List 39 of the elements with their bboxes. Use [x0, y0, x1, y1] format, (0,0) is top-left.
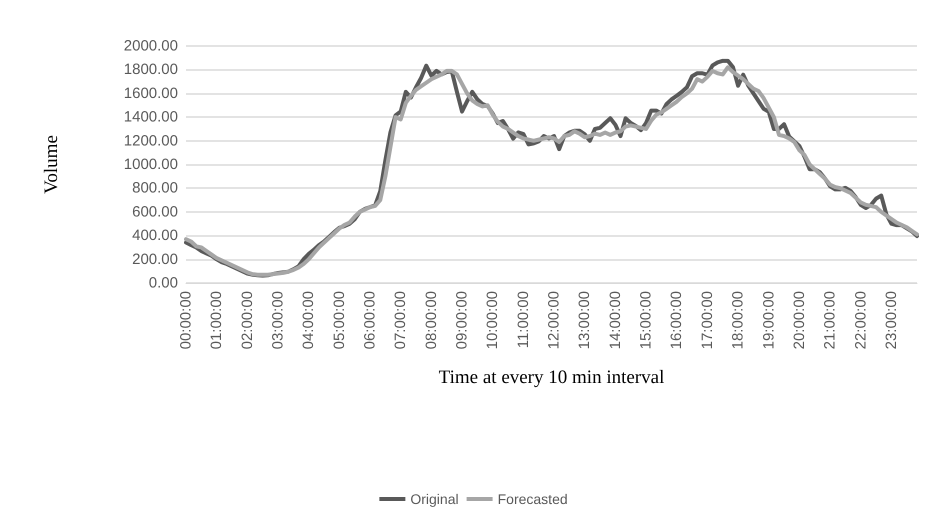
x-tick-label: 04:00:00	[300, 291, 318, 350]
y-tick-label: 800.00	[132, 180, 178, 197]
x-tick-label: 07:00:00	[392, 291, 410, 350]
x-tick-label: 19:00:00	[760, 291, 778, 350]
x-tick-label: 20:00:00	[790, 291, 808, 350]
y-tick-label: 1200.00	[124, 132, 178, 150]
x-tick-label: 05:00:00	[330, 291, 348, 350]
y-tick-label: 1600.00	[124, 84, 178, 102]
x-tick-label: 16:00:00	[668, 291, 686, 350]
y-tick-label: 400.00	[132, 227, 178, 244]
x-tick-label: 11:00:00	[514, 291, 532, 348]
legend-label: Original	[410, 491, 459, 507]
x-tick-label: 09:00:00	[454, 291, 471, 350]
y-tick-label: 200.00	[132, 250, 178, 268]
x-tick-label: 06:00:00	[362, 291, 379, 350]
y-axis-title: Volume	[41, 135, 62, 194]
x-tick-label: 02:00:00	[238, 291, 256, 350]
x-tick-label: 18:00:00	[730, 291, 747, 350]
x-tick-label: 08:00:00	[422, 291, 440, 350]
x-tick-label: 15:00:00	[638, 291, 655, 350]
x-tick-label: 01:00:00	[208, 291, 226, 350]
y-tick-label: 600.00	[132, 203, 178, 220]
x-tick-label: 21:00:00	[822, 291, 839, 350]
x-tick-label: 03:00:00	[270, 291, 287, 350]
x-tick-label: 00:00:00	[178, 291, 194, 350]
x-tick-label: 13:00:00	[576, 291, 594, 350]
legend-label: Forecasted	[498, 491, 568, 507]
x-tick-label: 12:00:00	[546, 291, 563, 350]
x-tick-label: 14:00:00	[606, 291, 624, 350]
y-tick-label: 1000.00	[124, 156, 178, 173]
y-tick-label: 2000.00	[124, 38, 178, 54]
y-tick-label: 1800.00	[124, 61, 178, 78]
x-axis-title: Time at every 10 min interval	[438, 367, 664, 388]
x-tick-label: 17:00:00	[698, 291, 716, 350]
x-tick-label: 23:00:00	[882, 291, 900, 350]
x-tick-label: 22:00:00	[852, 291, 870, 350]
x-tick-label: 10:00:00	[484, 291, 502, 350]
y-tick-label: 0.00	[148, 274, 178, 292]
y-tick-label: 1400.00	[124, 108, 178, 126]
